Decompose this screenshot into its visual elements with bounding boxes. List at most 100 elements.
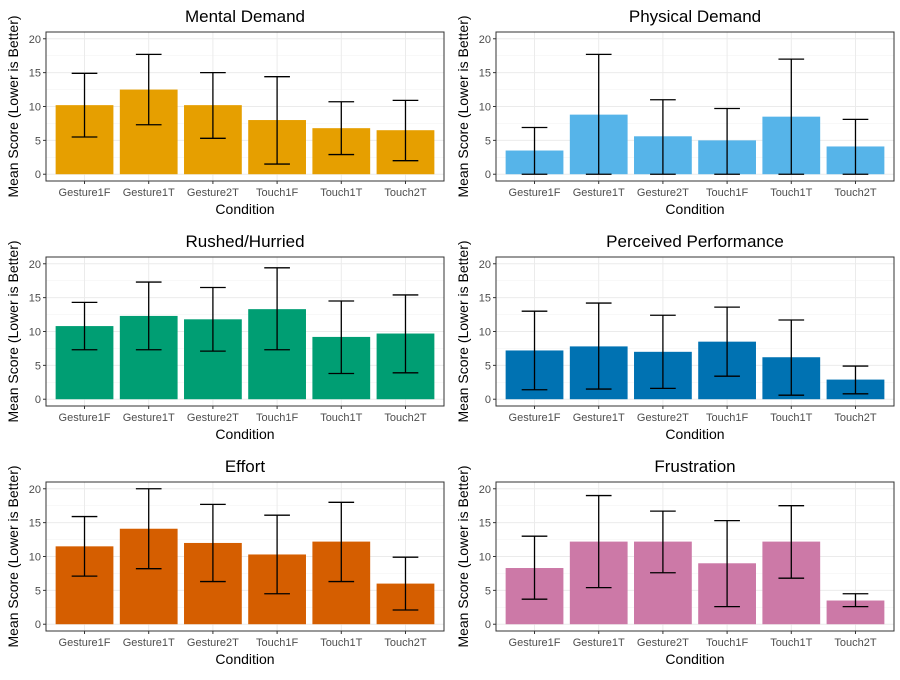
y-tick-label: 15 bbox=[479, 518, 491, 530]
error-bar-touch2t bbox=[392, 556, 419, 611]
y-tick-label: 0 bbox=[485, 619, 491, 631]
error-bar-touch1f bbox=[714, 107, 740, 175]
x-tick-label: Gesture2T bbox=[637, 637, 689, 649]
y-tick-label: 0 bbox=[485, 394, 491, 406]
y-tick-label: 15 bbox=[29, 518, 41, 530]
y-tick-label: 20 bbox=[479, 484, 491, 496]
error-bar-touch1f bbox=[264, 514, 290, 595]
error-bar-touch2t bbox=[842, 365, 869, 395]
x-tick-label: Gesture1T bbox=[573, 412, 625, 424]
error-bar-touch1t bbox=[328, 501, 355, 583]
y-tick-label: 15 bbox=[479, 293, 491, 305]
error-bar-gesture1f bbox=[521, 126, 548, 175]
x-tick-label: Touch2T bbox=[384, 637, 426, 649]
error-bar-gesture2t bbox=[650, 510, 676, 574]
y-tick-label: 5 bbox=[485, 585, 491, 597]
y-tick-label: 10 bbox=[29, 102, 41, 114]
error-bar-gesture2t bbox=[200, 71, 226, 139]
panel-title: Perceived Performance bbox=[606, 232, 784, 251]
y-tick-label: 20 bbox=[29, 34, 41, 46]
panel-rushed-hurried: 0 5 10 15 20 Gesture1F Gesture1T Gesture2T Touch… bbox=[5, 232, 445, 442]
panel-title: Mental Demand bbox=[185, 7, 305, 26]
x-tick-label: Gesture1F bbox=[59, 637, 111, 649]
x-axis-title: Condition bbox=[665, 426, 724, 442]
x-axis-title: Condition bbox=[215, 651, 274, 667]
y-tick-label: 20 bbox=[29, 484, 41, 496]
y-tick-label: 10 bbox=[479, 552, 491, 564]
y-axis-title: Mean Score (Lower is Better) bbox=[455, 465, 471, 647]
error-bar-gesture2t bbox=[650, 314, 676, 390]
panel-title: Effort bbox=[225, 457, 266, 476]
error-bar-gesture1f bbox=[521, 310, 548, 391]
error-bar-gesture1t bbox=[585, 494, 612, 589]
panel-physical-demand: 0 5 10 15 20 Gesture1F Gesture1T Gesture2T Touch… bbox=[455, 7, 895, 217]
panel-title: Physical Demand bbox=[629, 7, 761, 26]
x-tick-label: Gesture1T bbox=[573, 637, 625, 649]
x-tick-label: Gesture1T bbox=[123, 412, 175, 424]
error-bar-touch1f bbox=[264, 267, 290, 351]
y-tick-label: 20 bbox=[479, 34, 491, 46]
error-bar-touch1t bbox=[778, 58, 805, 175]
y-tick-label: 0 bbox=[35, 394, 41, 406]
x-tick-label: Touch1F bbox=[706, 412, 748, 424]
x-axis-title: Condition bbox=[215, 426, 274, 442]
error-bar-touch1t bbox=[328, 300, 355, 375]
y-tick-label: 10 bbox=[29, 552, 41, 564]
error-bar-touch2t bbox=[842, 118, 869, 175]
y-tick-label: 0 bbox=[485, 169, 491, 181]
panel-perceived-performance: 0 5 10 15 20 Gesture1F Gesture1T Gesture2T Touch… bbox=[455, 232, 895, 442]
y-axis-title: Mean Score (Lower is Better) bbox=[455, 240, 471, 422]
x-tick-label: Gesture2T bbox=[187, 412, 239, 424]
x-tick-label: Touch2T bbox=[834, 187, 876, 199]
x-tick-label: Gesture2T bbox=[637, 187, 689, 199]
error-bar-gesture1f bbox=[71, 301, 98, 351]
y-axis-title: Mean Score (Lower is Better) bbox=[5, 465, 21, 647]
x-tick-label: Gesture1T bbox=[123, 637, 175, 649]
x-tick-label: Gesture1T bbox=[123, 187, 175, 199]
x-tick-label: Gesture2T bbox=[187, 187, 239, 199]
error-bar-gesture2t bbox=[650, 99, 676, 175]
x-tick-label: Touch1T bbox=[770, 187, 812, 199]
error-bar-gesture1t bbox=[135, 488, 162, 570]
y-tick-label: 15 bbox=[479, 68, 491, 80]
error-bar-touch1f bbox=[714, 306, 740, 377]
bar-touch2t bbox=[826, 600, 885, 625]
x-tick-label: Touch1F bbox=[706, 187, 748, 199]
y-axis-title: Mean Score (Lower is Better) bbox=[5, 240, 21, 422]
y-tick-label: 10 bbox=[479, 102, 491, 114]
error-bar-touch1t bbox=[778, 319, 805, 396]
y-axis-title: Mean Score (Lower is Better) bbox=[455, 15, 471, 197]
y-tick-label: 5 bbox=[485, 360, 491, 372]
panel-mental-demand: 0 5 10 15 20 Gesture1F Gesture1T Gesture2T Touch… bbox=[5, 7, 445, 217]
error-bar-touch1f bbox=[264, 76, 290, 165]
y-tick-label: 5 bbox=[485, 135, 491, 147]
y-tick-label: 5 bbox=[35, 360, 41, 372]
x-tick-label: Touch2T bbox=[384, 412, 426, 424]
x-tick-label: Gesture1F bbox=[59, 187, 111, 199]
x-tick-label: Touch1T bbox=[320, 187, 362, 199]
x-tick-label: Touch1T bbox=[770, 412, 812, 424]
x-tick-label: Gesture2T bbox=[187, 637, 239, 649]
y-tick-label: 5 bbox=[35, 585, 41, 597]
x-tick-label: Gesture1F bbox=[509, 187, 561, 199]
y-tick-label: 10 bbox=[29, 327, 41, 339]
error-bar-gesture1t bbox=[135, 53, 162, 126]
x-tick-label: Touch1F bbox=[256, 412, 298, 424]
y-tick-label: 20 bbox=[479, 259, 491, 271]
x-tick-label: Touch1T bbox=[770, 637, 812, 649]
error-bar-gesture1f bbox=[521, 535, 548, 600]
error-bar-gesture2t bbox=[200, 286, 226, 352]
error-bar-touch2t bbox=[392, 99, 419, 162]
x-tick-label: Touch1F bbox=[256, 637, 298, 649]
y-tick-label: 15 bbox=[29, 293, 41, 305]
y-tick-label: 0 bbox=[35, 169, 41, 181]
x-tick-label: Touch1T bbox=[320, 412, 362, 424]
panel-title: Rushed/Hurried bbox=[185, 232, 304, 251]
x-tick-label: Gesture1T bbox=[573, 187, 625, 199]
x-tick-label: Gesture1F bbox=[509, 637, 561, 649]
x-axis-title: Condition bbox=[215, 201, 274, 217]
y-tick-label: 10 bbox=[479, 327, 491, 339]
x-tick-label: Touch1F bbox=[256, 187, 298, 199]
